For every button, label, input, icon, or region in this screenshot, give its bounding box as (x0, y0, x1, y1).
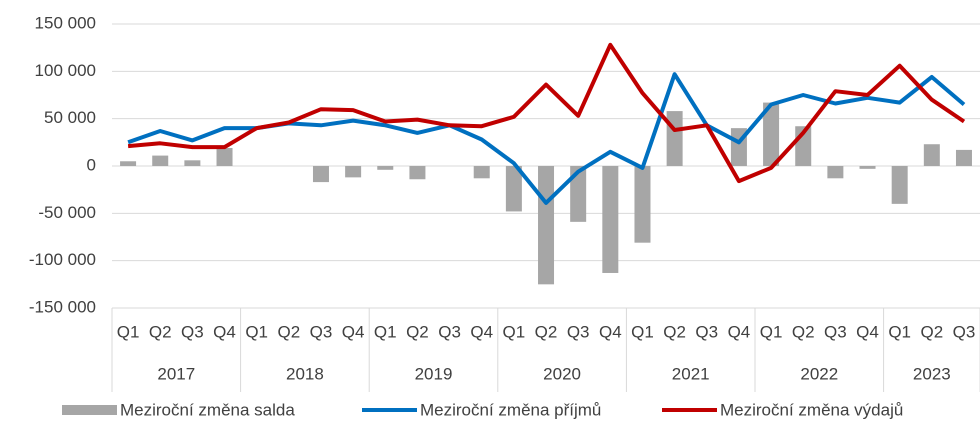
year-label: 2017 (157, 364, 195, 383)
y-tick-label: 50 000 (44, 108, 96, 127)
bar (827, 166, 844, 179)
x-tick-label: Q4 (728, 322, 751, 341)
bar (216, 148, 233, 166)
legend-label: Meziroční změna příjmů (420, 400, 601, 419)
x-tick-label: Q3 (824, 322, 847, 341)
x-tick-label: Q2 (406, 322, 429, 341)
bar (377, 166, 394, 170)
bar (152, 155, 169, 166)
x-tick-label: Q1 (374, 322, 397, 341)
legend-swatch (62, 405, 117, 415)
y-tick-label: -100 000 (29, 250, 96, 269)
bar (345, 166, 362, 178)
bar (473, 166, 490, 179)
x-tick-label: Q3 (695, 322, 718, 341)
bar (184, 160, 201, 166)
x-tick-label: Q1 (631, 322, 654, 341)
bar (538, 166, 555, 285)
bar (505, 166, 522, 212)
x-tick-label: Q4 (599, 322, 622, 341)
x-tick-label: Q1 (888, 322, 911, 341)
year-label: 2019 (415, 364, 453, 383)
x-tick-label: Q3 (438, 322, 461, 341)
legend-label: Meziroční změna salda (120, 400, 295, 419)
year-label: 2023 (913, 364, 951, 383)
x-tick-label: Q4 (470, 322, 493, 341)
x-tick-label: Q2 (149, 322, 172, 341)
x-tick-label: Q3 (567, 322, 590, 341)
year-label: 2022 (800, 364, 838, 383)
x-tick-label: Q3 (181, 322, 204, 341)
bar (891, 166, 908, 204)
x-tick-label: Q2 (277, 322, 300, 341)
x-tick-label: Q4 (342, 322, 365, 341)
bar (666, 111, 683, 166)
bar (409, 166, 426, 180)
x-tick-label: Q4 (213, 322, 236, 341)
bar (634, 166, 651, 243)
line (127, 42, 966, 184)
x-tick-label: Q1 (503, 322, 526, 341)
bar (312, 166, 329, 183)
x-tick-label: Q1 (245, 322, 268, 341)
bar (570, 166, 587, 222)
x-tick-label: Q3 (953, 322, 976, 341)
y-tick-label: 150 000 (35, 13, 96, 32)
x-tick-label: Q1 (117, 322, 140, 341)
y-tick-label: 0 (87, 155, 96, 174)
bar (859, 166, 876, 169)
x-tick-label: Q2 (920, 322, 943, 341)
bar (120, 161, 137, 166)
x-tick-label: Q4 (856, 322, 879, 341)
bar (602, 166, 619, 273)
x-tick-label: Q2 (792, 322, 815, 341)
y-tick-label: 100 000 (35, 61, 96, 80)
year-label: 2020 (543, 364, 581, 383)
x-tick-label: Q2 (663, 322, 686, 341)
y-tick-label: -50 000 (38, 203, 96, 222)
legend-label: Meziroční změna výdajů (720, 400, 903, 419)
x-tick-label: Q2 (535, 322, 558, 341)
x-tick-label: Q3 (310, 322, 333, 341)
bar (763, 102, 780, 166)
bar (923, 144, 940, 166)
x-tick-label: Q1 (760, 322, 783, 341)
y-tick-label: -150 000 (29, 297, 96, 316)
year-label: 2021 (672, 364, 710, 383)
bar (955, 149, 972, 166)
year-label: 2018 (286, 364, 324, 383)
